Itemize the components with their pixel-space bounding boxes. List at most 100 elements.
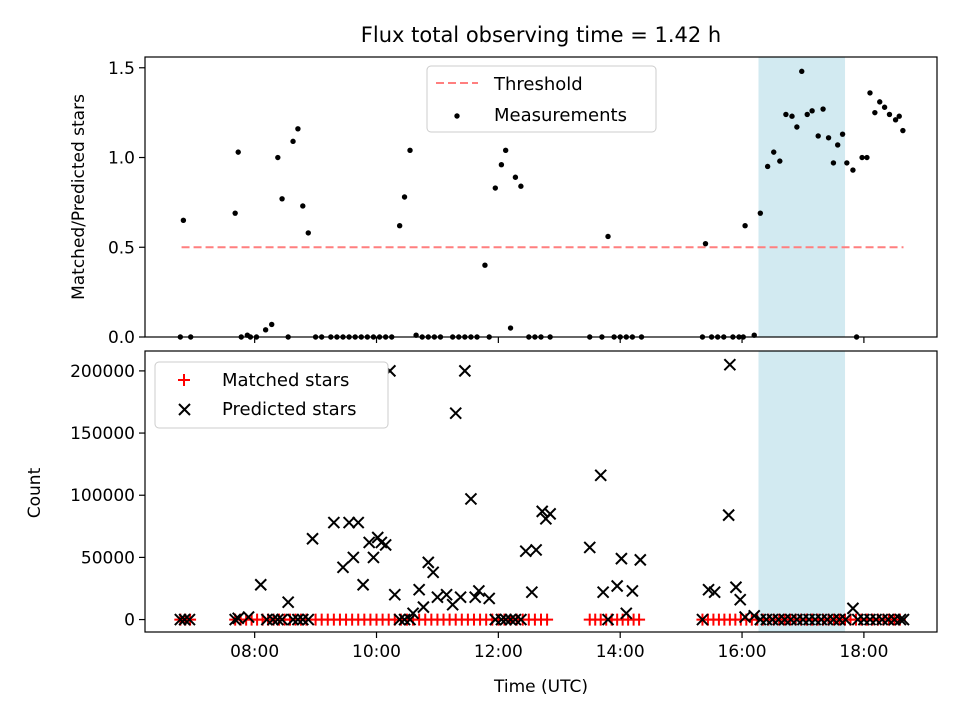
measurement-point [794, 124, 800, 130]
measurement-point [859, 154, 865, 161]
top-legend: Threshold Measurements [426, 65, 657, 133]
predicted-star-point [894, 613, 907, 626]
predicted-star-point [417, 600, 430, 614]
predicted-star-point [347, 551, 360, 564]
measurement-point [872, 109, 878, 116]
top-legend-box [426, 65, 657, 133]
measurement-point [262, 327, 269, 333]
measurement-point [892, 117, 899, 123]
top-y-tick-label: 1.5 [108, 59, 135, 79]
predicted-star-point [296, 613, 309, 626]
bottom-x-axis: 08:00 10:00 12:00 14:00 16:00 18:00 [230, 632, 888, 662]
predicted-star-point [596, 586, 610, 599]
predicted-star-point [422, 556, 435, 569]
measurement-point [492, 185, 499, 191]
predicted-star-point [723, 358, 737, 371]
matched-star-point [541, 613, 554, 626]
predicted-star-point [183, 613, 196, 626]
top-y-axis: 0.0 0.5 1.0 1.5 [108, 59, 145, 348]
measurement-point [764, 163, 771, 170]
bottom-y-tick-label: 150000 [70, 424, 135, 444]
predicted-star-point [543, 507, 557, 521]
predicted-star-point [440, 588, 453, 601]
top-y-axis-label: Matched/Predicted stars [69, 94, 89, 300]
predicted-star-point [529, 543, 543, 557]
predicted-star-point [286, 613, 300, 626]
threshold-legend-label: Threshold [493, 74, 583, 95]
matched-legend-label: Matched stars [222, 370, 349, 391]
measurement-point [771, 149, 777, 155]
measurement-point [502, 147, 509, 154]
predicted-star-point [178, 613, 191, 626]
measurement-point [830, 160, 837, 166]
predicted-star-point [525, 586, 539, 599]
predicted-star-point [458, 364, 472, 378]
predicted-star-point [342, 516, 356, 529]
predicted-star-point [302, 613, 315, 626]
predicted-star-point [536, 505, 549, 518]
predicted-star-point [174, 613, 187, 626]
measurement-point [305, 230, 311, 236]
predicted-star-point [393, 613, 406, 626]
predicted-legend-swatch [178, 403, 191, 416]
predicted-star-point [379, 538, 392, 552]
x-tick-label: 12:00 [474, 642, 523, 662]
predicted-star-point [583, 541, 596, 554]
predicted-star-point [722, 508, 735, 522]
predicted-star-point [362, 536, 376, 549]
measurement-point [295, 126, 301, 132]
predicted-star-point [426, 566, 440, 579]
matched-legend-swatch [178, 374, 190, 386]
predicted-star-point [464, 492, 478, 506]
predicted-star-point [610, 579, 624, 593]
measurement-point [401, 194, 408, 200]
measurement-point [783, 111, 789, 118]
predicted-star-point [734, 593, 747, 606]
measurement-point [839, 131, 846, 137]
predicted-star-point [696, 613, 709, 626]
measurement-point [180, 217, 187, 224]
measurement-point [834, 142, 841, 148]
bottom-plot-frame [144, 350, 938, 633]
figure-title: Flux total observing time = 1.42 h [361, 23, 721, 47]
predicted-star-point [509, 613, 522, 626]
bottom-legend-box [154, 361, 389, 429]
predicted-star-point [748, 609, 761, 623]
predicted-star-point [281, 595, 295, 609]
predicted-star-point [626, 584, 639, 598]
predicted-star-point [449, 406, 462, 420]
measurement-point [396, 223, 403, 229]
measurement-point [507, 325, 514, 331]
predicted-star-point [483, 592, 496, 605]
measurement-point [820, 106, 826, 112]
predicted-star-point [634, 553, 647, 567]
x-axis-label: Time (UTC) [493, 677, 588, 697]
predicted-star-point [306, 532, 319, 545]
predicted-star-point [514, 613, 528, 626]
predicted-star-point [472, 584, 486, 598]
predicted-star-point [232, 612, 245, 625]
bottom-y-axis-label: Count [25, 467, 45, 518]
measurement-point [804, 111, 810, 118]
measurement-point [789, 113, 795, 119]
top-plot-frame [144, 56, 938, 338]
predicted-star-point [291, 613, 305, 626]
predicted-star-point [601, 613, 615, 626]
predicted-star-point [266, 613, 280, 626]
measurement-point [407, 147, 413, 154]
measurement-point [815, 133, 821, 139]
top-y-tick-label: 0.0 [108, 328, 135, 348]
measurement-point [275, 154, 281, 161]
bottom-marks [174, 358, 910, 626]
predicted-star-point [839, 613, 852, 626]
predicted-star-point [388, 588, 401, 601]
predicted-star-point [242, 610, 255, 624]
x-tick-label: 14:00 [596, 642, 645, 662]
measurement-point [881, 104, 888, 110]
x-tick-label: 18:00 [839, 642, 888, 662]
bottom-y-axis: 0 50000 100000 150000 200000 [70, 362, 145, 631]
predicted-star-point [254, 578, 267, 591]
predicted-star-point [468, 590, 482, 604]
predicted-star-point [406, 607, 420, 620]
